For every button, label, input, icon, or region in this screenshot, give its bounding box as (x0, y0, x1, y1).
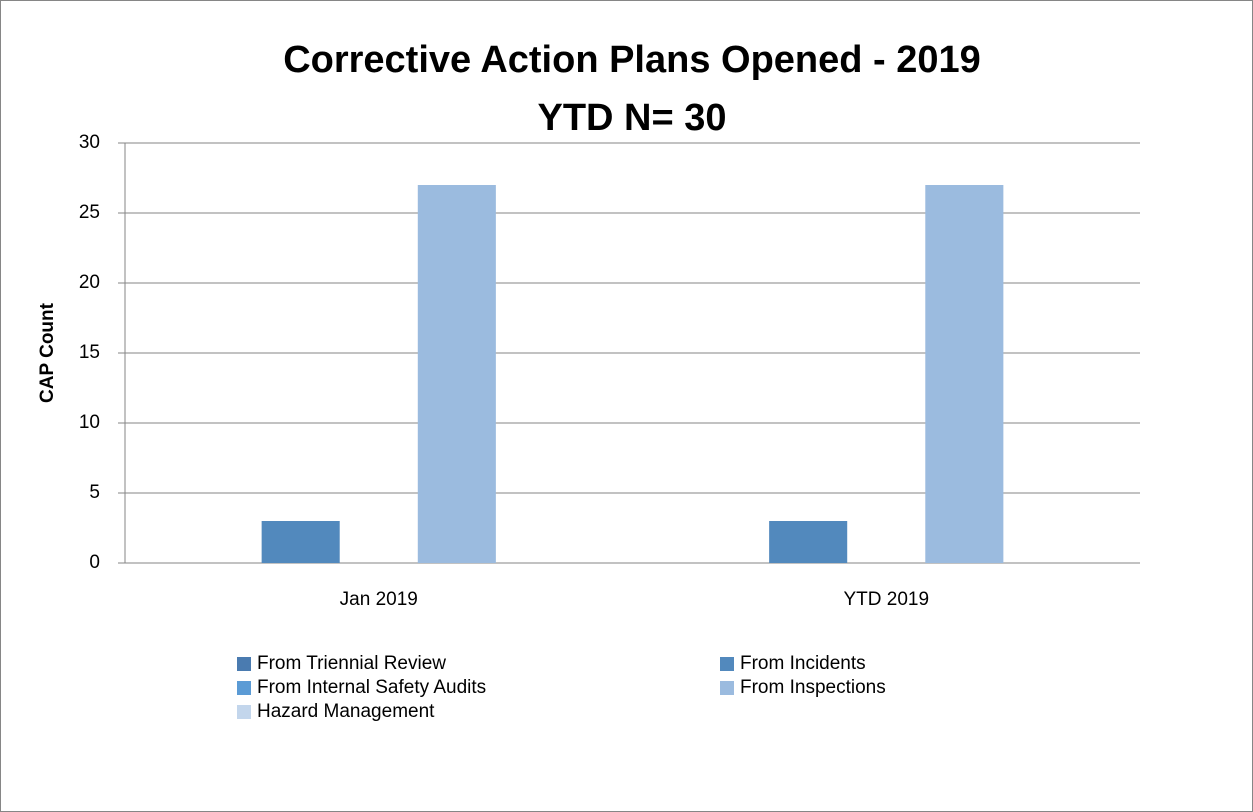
chart-title: Corrective Action Plans Opened - 2019 (283, 39, 981, 81)
legend-label: From Triennial Review (257, 653, 446, 674)
y-axis-label: CAP Count (37, 302, 58, 403)
legend-swatch (237, 681, 251, 695)
bar (925, 185, 1004, 563)
legend-swatch (237, 705, 251, 719)
x-tick-label: Jan 2019 (340, 589, 418, 610)
legend-label: From Incidents (740, 653, 866, 674)
legend-label: From Inspections (740, 677, 886, 698)
bar (417, 185, 496, 563)
y-tick-label: 10 (79, 412, 100, 433)
y-tick-label: 30 (79, 132, 100, 153)
legend-label: From Internal Safety Audits (257, 677, 486, 698)
y-tick-label: 5 (89, 482, 100, 503)
y-tick-label: 20 (79, 272, 100, 293)
y-tick-label: 15 (79, 342, 100, 363)
legend-swatch (237, 657, 251, 671)
x-tick-label: YTD 2019 (843, 589, 929, 610)
legend-swatch (720, 681, 734, 695)
legend-swatch (720, 657, 734, 671)
legend-label: Hazard Management (257, 701, 435, 722)
y-tick-label: 0 (89, 552, 100, 573)
chart-subtitle: YTD N= 30 (537, 97, 726, 139)
bar (261, 521, 340, 563)
bar (769, 521, 848, 563)
y-tick-label: 25 (79, 202, 100, 223)
